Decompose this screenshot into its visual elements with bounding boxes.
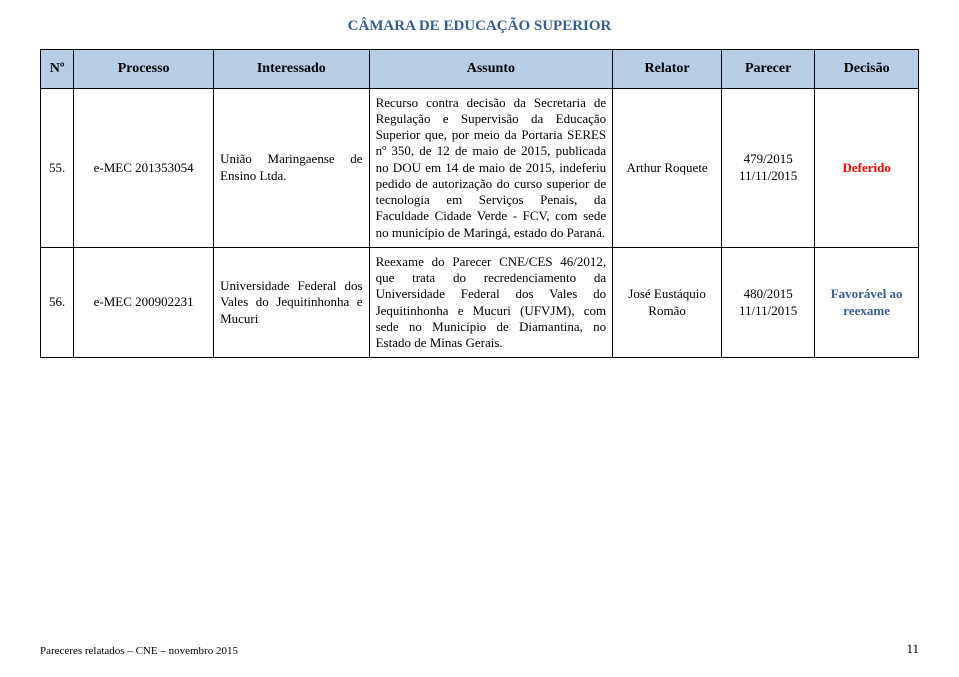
col-header-assunto: Assunto (369, 50, 613, 89)
cell-parecer: 480/2015 11/11/2015 (722, 247, 815, 358)
parecer-date: 11/11/2015 (739, 303, 797, 318)
page-title: CÂMARA DE EDUCAÇÃO SUPERIOR (40, 18, 919, 35)
cell-decisao: Deferido (815, 88, 919, 247)
table-header-row: Nº Processo Interessado Assunto Relator … (41, 50, 919, 89)
col-header-parecer: Parecer (722, 50, 815, 89)
col-header-interessado: Interessado (214, 50, 369, 89)
cell-n: 55. (41, 88, 74, 247)
cell-relator: Arthur Roquete (613, 88, 722, 247)
parecer-date: 11/11/2015 (739, 168, 797, 183)
cell-n: 56. (41, 247, 74, 358)
table-row: 55. e-MEC 201353054 União Maringaense de… (41, 88, 919, 247)
col-header-processo: Processo (74, 50, 214, 89)
col-header-relator: Relator (613, 50, 722, 89)
parecer-num: 479/2015 (744, 151, 793, 166)
cell-interessado: Universidade Federal dos Vales do Jequit… (214, 247, 369, 358)
footer-right-pagenum: 11 (906, 641, 919, 657)
cell-relator: José Eustáquio Romão (613, 247, 722, 358)
cell-parecer: 479/2015 11/11/2015 (722, 88, 815, 247)
footer-left: Pareceres relatados – CNE – novembro 201… (40, 645, 238, 657)
table-row: 56. e-MEC 200902231 Universidade Federal… (41, 247, 919, 358)
cell-interessado: União Maringaense de Ensino Ltda. (214, 88, 369, 247)
col-header-decisao: Decisão (815, 50, 919, 89)
page-container: CÂMARA DE EDUCAÇÃO SUPERIOR Nº Processo … (0, 0, 959, 358)
data-table: Nº Processo Interessado Assunto Relator … (40, 49, 919, 358)
cell-assunto: Recurso contra decisão da Secretaria de … (369, 88, 613, 247)
col-header-n: Nº (41, 50, 74, 89)
cell-decisao: Favorável ao reexame (815, 247, 919, 358)
cell-processo: e-MEC 201353054 (74, 88, 214, 247)
cell-processo: e-MEC 200902231 (74, 247, 214, 358)
parecer-num: 480/2015 (744, 286, 793, 301)
cell-assunto: Reexame do Parecer CNE/CES 46/2012, que … (369, 247, 613, 358)
